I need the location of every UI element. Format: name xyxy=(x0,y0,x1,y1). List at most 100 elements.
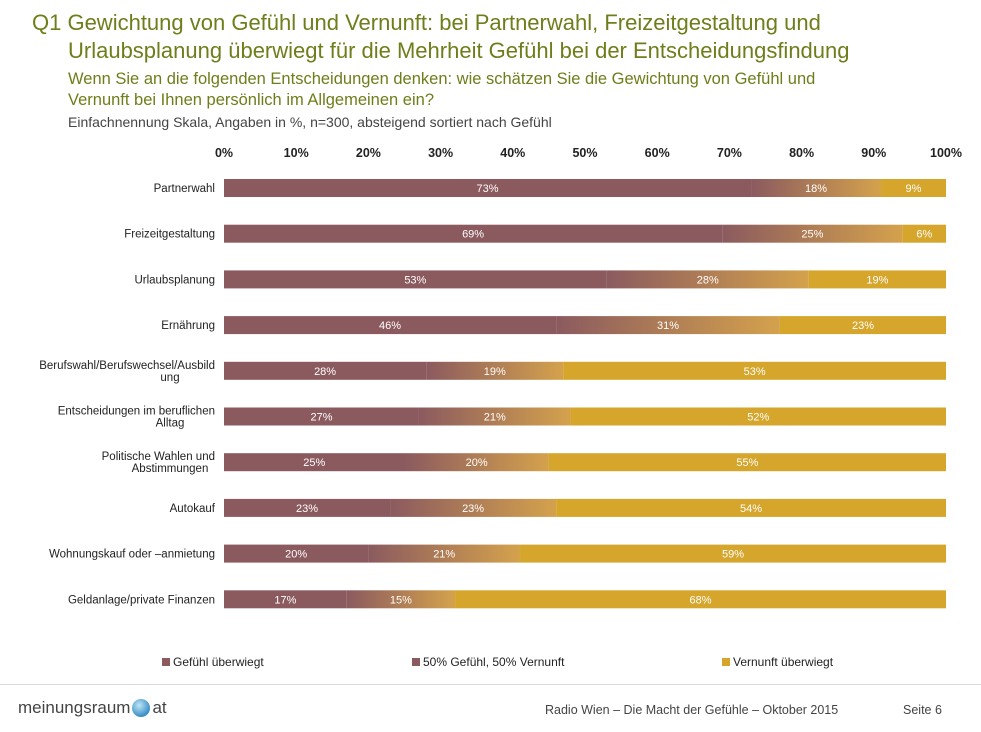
bar-segment-mixed xyxy=(404,453,549,472)
x-tick-label: 40% xyxy=(500,146,525,160)
bar-segment-vernunft xyxy=(520,544,946,563)
bar-segment-gefuehl xyxy=(224,590,347,609)
data-label: 31% xyxy=(657,320,679,332)
category-label: Berufswahl/Berufswechsel/Ausbild ung xyxy=(39,360,215,384)
data-label: 28% xyxy=(314,366,336,378)
globe-icon xyxy=(132,699,151,717)
legend-swatch-vernunft xyxy=(722,658,730,666)
legend-swatch-gefuehl xyxy=(162,658,170,666)
data-label: 23% xyxy=(296,503,318,515)
bar-segment-mixed xyxy=(751,179,882,197)
bar-segment-mixed xyxy=(722,224,903,243)
data-label: 69% xyxy=(462,229,484,241)
data-label: 25% xyxy=(801,229,823,241)
data-label: 53% xyxy=(744,366,766,378)
x-tick-label: 100% xyxy=(930,146,962,160)
footer-divider xyxy=(0,684,981,685)
x-tick-label: 30% xyxy=(428,146,453,160)
logo-text-right: at xyxy=(152,698,167,717)
data-label: 20% xyxy=(466,457,488,469)
category-label: Entscheidungen im beruflichen Alltag xyxy=(58,406,215,430)
logo: meinungsraum at xyxy=(18,698,167,718)
data-label: 18% xyxy=(805,183,827,195)
data-label: 52% xyxy=(747,412,769,424)
data-label: 17% xyxy=(274,594,296,606)
category-label: Autokauf xyxy=(170,503,216,515)
bar-segment-gefuehl xyxy=(224,453,405,472)
method-note: Einfachnennung Skala, Angaben in %, n=30… xyxy=(68,114,552,130)
x-tick-label: 60% xyxy=(645,146,670,160)
data-label: 28% xyxy=(697,274,719,286)
x-tick-label: 10% xyxy=(284,146,309,160)
data-label: 21% xyxy=(484,412,506,424)
bar-segment-mixed xyxy=(346,590,456,609)
legend-item-gefuehl: Gefühl überwiegt xyxy=(162,655,264,669)
page-title-line2: Urlaubsplanung überwiegt für die Mehrhei… xyxy=(68,38,850,63)
bar-segment-vernunft xyxy=(455,590,946,609)
stacked-bar-chart: 0% 10% 20% 30% 40% 50% 60% 70% 80% 90% 100% Partne… xyxy=(39,146,962,609)
bar-segment-vernunft xyxy=(563,361,946,380)
bar-segment-vernunft xyxy=(548,453,946,472)
bar-segment-mixed xyxy=(368,544,521,563)
bar-segment-gefuehl xyxy=(224,407,419,426)
x-tick-label: 80% xyxy=(789,146,814,160)
data-label: 25% xyxy=(303,457,325,469)
footer-source: Radio Wien – Die Macht der Gefühle – Okt… xyxy=(545,703,839,717)
bar-segment-gefuehl xyxy=(224,361,427,380)
bar-segment-vernunft xyxy=(902,224,946,243)
question-text-line1: Wenn Sie an die folgenden Entscheidungen… xyxy=(68,70,816,88)
data-label: 54% xyxy=(740,503,762,515)
legend-item-mixed: 50% Gefühl, 50% Vernunft xyxy=(412,655,564,669)
bar-segment-gefuehl xyxy=(224,316,557,335)
legend-label-vernunft: Vernunft überwiegt xyxy=(733,655,834,669)
bar-segment-gefuehl xyxy=(224,270,607,289)
data-label: 19% xyxy=(866,274,888,286)
bar-segment-mixed xyxy=(606,270,809,289)
data-label: 23% xyxy=(462,503,484,515)
data-label: 20% xyxy=(285,549,307,561)
data-label: 73% xyxy=(477,183,499,195)
data-label: 21% xyxy=(433,549,455,561)
bar-segment-mixed xyxy=(426,361,564,380)
bar-segment-gefuehl xyxy=(224,498,391,517)
data-label: 53% xyxy=(404,274,426,286)
legend-label-gefuehl: Gefühl überwiegt xyxy=(173,655,264,669)
data-label: 6% xyxy=(916,229,932,241)
data-label: 27% xyxy=(310,412,332,424)
bar-segment-vernunft xyxy=(556,498,946,517)
bar-segment-vernunft xyxy=(779,316,946,335)
data-label: 59% xyxy=(722,549,744,561)
data-label: 9% xyxy=(906,183,922,195)
bar-segment-gefuehl xyxy=(224,179,752,197)
bar-segment-vernunft xyxy=(881,179,946,197)
data-label: 55% xyxy=(736,457,758,469)
x-tick-label: 50% xyxy=(572,146,597,160)
data-label: 19% xyxy=(484,366,506,378)
legend-swatch-mixed xyxy=(412,658,420,666)
bar-segment-vernunft xyxy=(808,270,946,289)
legend-item-vernunft: Vernunft überwiegt xyxy=(722,655,833,669)
x-tick-label: 0% xyxy=(215,146,233,160)
bar-segment-mixed xyxy=(390,498,557,517)
category-label: Urlaubsplanung xyxy=(134,274,215,286)
category-label: Geldanlage/private Finanzen xyxy=(68,594,215,606)
category-label: Freizeitgestaltung xyxy=(124,229,215,241)
x-tick-label: 90% xyxy=(861,146,886,160)
category-label: Politische Wahlen und Abstimmungen xyxy=(102,451,215,475)
category-label: Ernährung xyxy=(161,320,215,332)
data-label: 46% xyxy=(379,320,401,332)
legend-label-mixed: 50% Gefühl, 50% Vernunft xyxy=(423,655,565,669)
page-title-line1: Q1 Gewichtung von Gefühl und Vernunft: b… xyxy=(32,10,821,35)
data-label: 68% xyxy=(690,594,712,606)
category-label: Partnerwahl xyxy=(154,183,215,195)
x-tick-label: 20% xyxy=(356,146,381,160)
bar-segment-mixed xyxy=(556,316,780,335)
data-label: 23% xyxy=(852,320,874,332)
bar-segment-mixed xyxy=(418,407,571,426)
x-tick-label: 70% xyxy=(717,146,742,160)
page-number: Seite 6 xyxy=(903,703,942,717)
bar-segment-gefuehl xyxy=(224,224,723,243)
logo-text-left: meinungsraum xyxy=(18,698,131,717)
question-text-line2: Vernunft bei Ihnen persönlich im Allgeme… xyxy=(68,91,434,109)
data-label: 15% xyxy=(390,594,412,606)
